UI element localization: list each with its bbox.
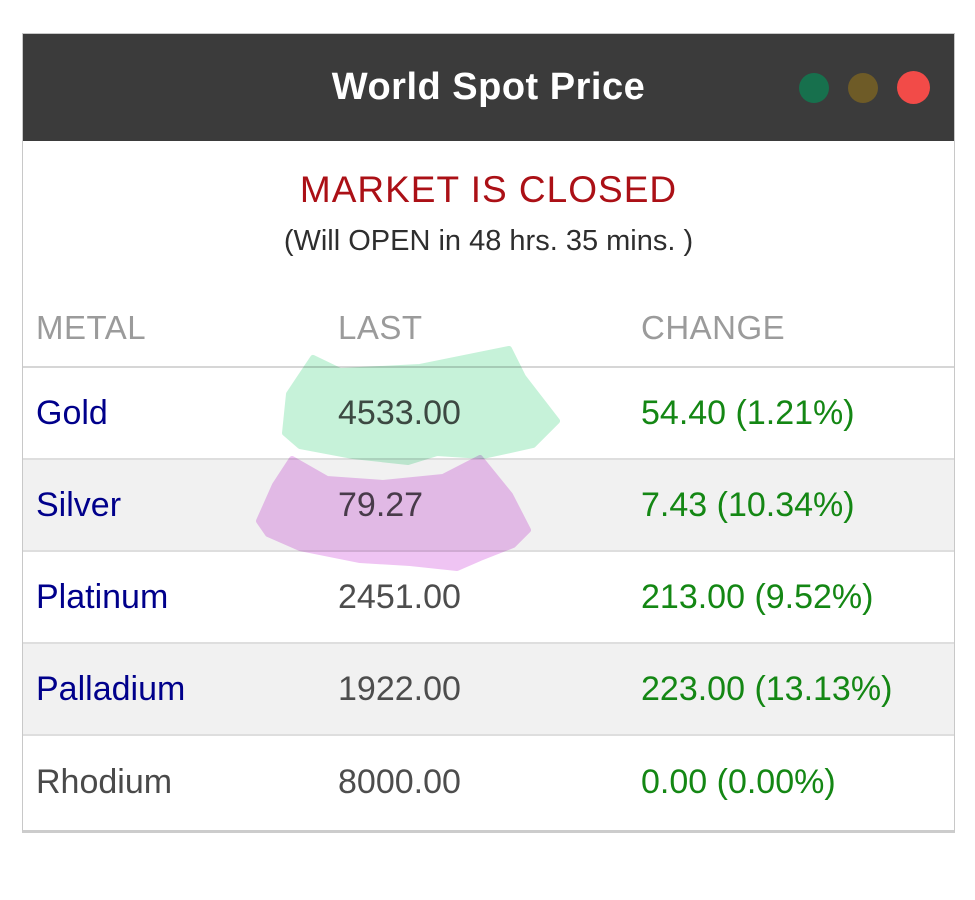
column-header-last: LAST xyxy=(338,309,423,346)
metal-name-link[interactable]: Palladium xyxy=(36,669,186,708)
table-row: Palladium 1922.00 223.00 (13.13%) xyxy=(23,644,954,736)
window-title: World Spot Price xyxy=(331,66,646,108)
last-price: 1922.00 xyxy=(338,669,461,708)
column-header-metal: METAL xyxy=(36,309,147,346)
green-dot-icon[interactable] xyxy=(799,72,829,103)
table-row: Gold 4533.00 54.40 (1.21%) xyxy=(23,368,954,460)
titlebar: World Spot Price xyxy=(23,34,954,141)
column-header-change: CHANGE xyxy=(641,309,786,346)
metal-name-link[interactable]: Platinum xyxy=(36,577,169,616)
last-price: 2451.00 xyxy=(338,577,461,616)
table-header: METAL LAST CHANGE xyxy=(23,290,954,368)
table-row: Platinum 2451.00 213.00 (9.52%) xyxy=(23,552,954,644)
market-open-countdown: (Will OPEN in 48 hrs. 35 mins. ) xyxy=(283,225,694,257)
change-value: 223.00 (13.13%) xyxy=(641,669,893,708)
change-value: 213.00 (9.52%) xyxy=(641,577,874,616)
last-price: 79.27 xyxy=(338,485,424,524)
traffic-lights xyxy=(799,34,930,141)
olive-dot-icon[interactable] xyxy=(848,72,878,103)
change-value: 0.00 (0.00%) xyxy=(641,762,836,801)
table-body: Gold 4533.00 54.40 (1.21%) Silver 79.27 … xyxy=(23,368,954,828)
change-value: 54.40 (1.21%) xyxy=(641,393,855,432)
change-value: 7.43 (10.34%) xyxy=(641,485,855,524)
metal-name-link: Rhodium xyxy=(36,762,173,801)
market-status: MARKET IS CLOSED (Will OPEN in 48 hrs. 3… xyxy=(23,169,954,258)
metal-name-link[interactable]: Silver xyxy=(36,485,122,524)
market-closed-text: MARKET IS CLOSED xyxy=(299,169,678,210)
last-price: 8000.00 xyxy=(338,762,461,801)
metal-name-link[interactable]: Gold xyxy=(36,393,108,432)
spot-price-widget: World Spot Price MARKET IS CLOSED (Will … xyxy=(22,33,955,833)
table-row: Silver 79.27 7.43 (10.34%) xyxy=(23,460,954,552)
red-dot-icon[interactable] xyxy=(897,71,930,104)
last-price: 4533.00 xyxy=(338,393,461,432)
table-row: Rhodium 8000.00 0.00 (0.00%) xyxy=(23,736,954,828)
